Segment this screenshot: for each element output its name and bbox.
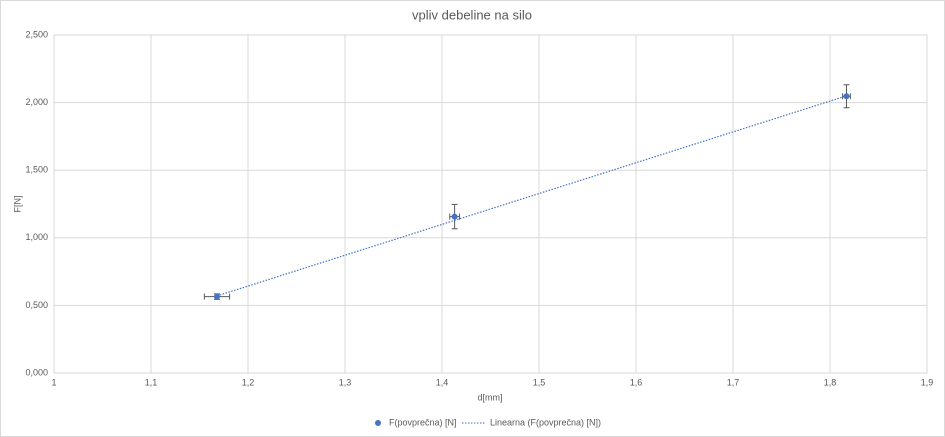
x-tick-label: 1,3	[339, 377, 352, 387]
x-tick-label: 1,2	[242, 377, 255, 387]
legend-swatch	[375, 420, 381, 426]
legend-label: F(povprečna) [N]	[389, 417, 457, 427]
trendline	[216, 95, 847, 297]
y-tick-label: 0,000	[25, 367, 48, 377]
x-tick-label: 1,1	[145, 377, 158, 387]
x-tick-label: 1,5	[533, 377, 546, 387]
y-tick-label: 0,500	[25, 300, 48, 310]
y-tick-label: 2,500	[25, 29, 48, 39]
legend-label: Linearna (F(povprečna) [N])	[490, 417, 601, 427]
point	[213, 293, 220, 300]
y-tick-label: 2,000	[25, 97, 48, 107]
y-axis-label: F[N]	[12, 196, 22, 213]
chart-title: vpliv debeline na silo	[412, 7, 532, 22]
x-tick-label: 1,8	[824, 377, 837, 387]
point	[451, 213, 458, 220]
x-tick-label: 1	[51, 377, 56, 387]
x-tick-label: 1,4	[436, 377, 449, 387]
x-axis-label: d[mm]	[477, 392, 502, 402]
x-tick-label: 1,7	[727, 377, 740, 387]
x-tick-label: 1,6	[630, 377, 643, 387]
x-tick-label: 1,9	[921, 377, 934, 387]
y-tick-label: 1,000	[25, 232, 48, 242]
y-tick-label: 1,500	[25, 165, 48, 175]
